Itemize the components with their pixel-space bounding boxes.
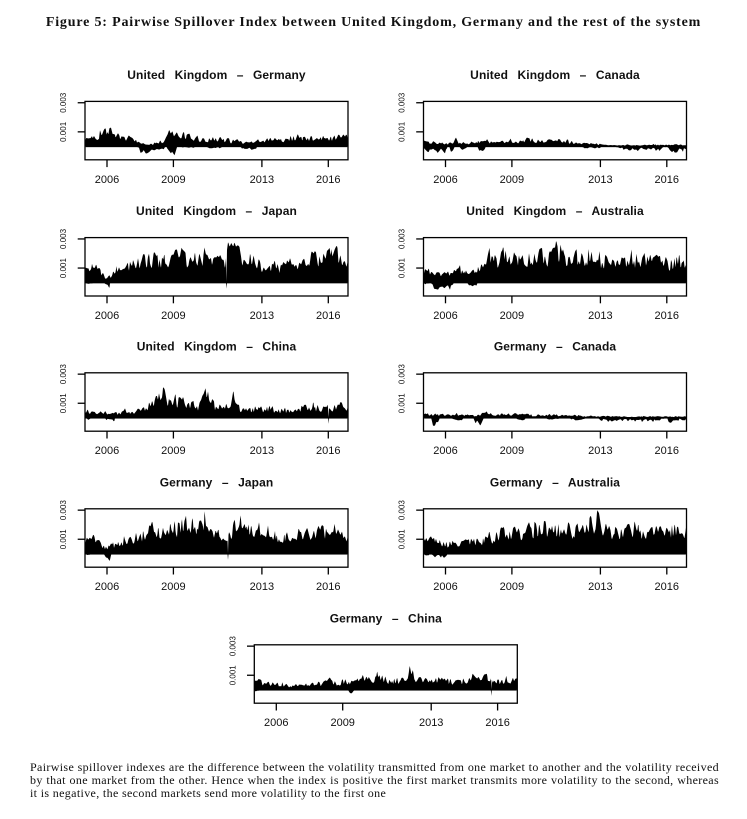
- svg-text:2006: 2006: [433, 581, 457, 593]
- svg-text:0.001: 0.001: [398, 257, 407, 278]
- svg-text:0.001: 0.001: [398, 529, 407, 550]
- svg-text:2013: 2013: [588, 174, 612, 186]
- svg-text:0.003: 0.003: [59, 228, 68, 249]
- svg-text:Germany – Japan: Germany – Japan: [160, 475, 274, 489]
- svg-text:2016: 2016: [485, 717, 509, 729]
- svg-text:2006: 2006: [433, 174, 457, 186]
- svg-text:Germany – Australia: Germany – Australia: [490, 475, 620, 489]
- svg-text:2006: 2006: [95, 310, 119, 322]
- svg-text:United Kingdom – China: United Kingdom – China: [137, 339, 297, 353]
- svg-text:2009: 2009: [330, 717, 354, 729]
- svg-text:2006: 2006: [95, 581, 119, 593]
- svg-text:Germany – China: Germany – China: [330, 611, 442, 625]
- svg-text:0.001: 0.001: [398, 121, 407, 142]
- svg-text:United Kingdom – Germany: United Kingdom – Germany: [127, 68, 306, 82]
- svg-text:2013: 2013: [250, 445, 274, 457]
- svg-text:2006: 2006: [264, 717, 288, 729]
- svg-text:0.001: 0.001: [398, 393, 407, 414]
- svg-text:0.003: 0.003: [398, 500, 407, 521]
- svg-text:2009: 2009: [500, 581, 524, 593]
- svg-text:2006: 2006: [433, 310, 457, 322]
- svg-text:United Kingdom – Australia: United Kingdom – Australia: [466, 204, 644, 218]
- svg-text:2013: 2013: [588, 310, 612, 322]
- svg-text:2013: 2013: [588, 581, 612, 593]
- svg-text:0.003: 0.003: [59, 364, 68, 385]
- svg-text:0.001: 0.001: [59, 393, 68, 414]
- svg-text:2013: 2013: [419, 717, 443, 729]
- svg-text:2009: 2009: [161, 310, 185, 322]
- svg-text:2016: 2016: [316, 174, 340, 186]
- svg-text:2006: 2006: [95, 445, 119, 457]
- svg-text:0.003: 0.003: [398, 364, 407, 385]
- svg-text:2013: 2013: [250, 581, 274, 593]
- svg-text:2009: 2009: [161, 445, 185, 457]
- svg-text:2013: 2013: [250, 174, 274, 186]
- svg-text:2006: 2006: [95, 174, 119, 186]
- svg-text:2013: 2013: [588, 445, 612, 457]
- svg-text:2006: 2006: [433, 445, 457, 457]
- svg-text:2009: 2009: [500, 310, 524, 322]
- svg-text:0.001: 0.001: [59, 121, 68, 142]
- svg-text:2016: 2016: [655, 310, 679, 322]
- svg-text:2009: 2009: [161, 174, 185, 186]
- svg-text:2016: 2016: [316, 581, 340, 593]
- svg-text:0.003: 0.003: [398, 92, 407, 113]
- svg-text:2013: 2013: [250, 310, 274, 322]
- svg-text:United Kingdom – Canada: United Kingdom – Canada: [470, 68, 640, 82]
- svg-text:2016: 2016: [655, 445, 679, 457]
- svg-text:0.003: 0.003: [398, 228, 407, 249]
- svg-text:0.003: 0.003: [59, 500, 68, 521]
- svg-text:2016: 2016: [316, 445, 340, 457]
- svg-text:2016: 2016: [655, 174, 679, 186]
- svg-text:2009: 2009: [161, 581, 185, 593]
- svg-text:0.003: 0.003: [228, 636, 237, 657]
- svg-text:2009: 2009: [500, 174, 524, 186]
- svg-text:2009: 2009: [500, 445, 524, 457]
- svg-text:0.001: 0.001: [59, 529, 68, 550]
- svg-text:United Kingdom – Japan: United Kingdom – Japan: [136, 204, 297, 218]
- svg-text:0.001: 0.001: [228, 665, 237, 686]
- svg-text:0.001: 0.001: [59, 257, 68, 278]
- svg-text:Germany – Canada: Germany – Canada: [494, 339, 617, 353]
- svg-text:0.003: 0.003: [59, 92, 68, 113]
- svg-text:2016: 2016: [655, 581, 679, 593]
- svg-text:2016: 2016: [316, 310, 340, 322]
